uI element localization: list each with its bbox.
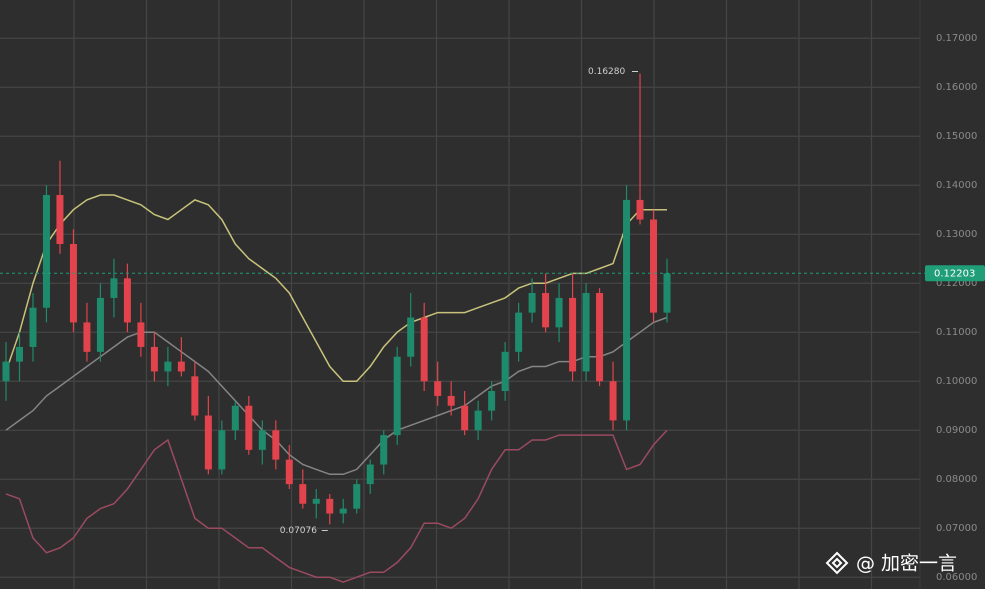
candle-body (636, 199, 644, 220)
candle-body (515, 312, 523, 352)
candle-body (609, 381, 617, 421)
candle-body (245, 405, 253, 450)
low-label: 0.07076 (280, 526, 317, 536)
y-tick-label: 0.14000 (936, 180, 977, 191)
candle-body (501, 351, 509, 392)
candle-body (623, 199, 631, 421)
candle-body (461, 405, 469, 431)
candle-body (299, 484, 307, 504)
y-tick-label: 0.11000 (936, 327, 977, 338)
y-tick-label: 0.12000 (936, 278, 977, 289)
last-price-label: 0.12203 (934, 268, 975, 279)
candle-body (528, 293, 536, 313)
candle-body (96, 297, 104, 352)
candle-body (191, 376, 199, 416)
band-line (5, 429, 668, 583)
candle-body (474, 410, 482, 431)
y-tick-label: 0.15000 (936, 131, 977, 142)
band-line (5, 316, 668, 476)
candle-body (285, 459, 293, 485)
candle-body (110, 278, 118, 298)
candle-body (15, 346, 23, 362)
last-price-box (925, 265, 985, 282)
candle-body (650, 219, 658, 313)
candle-body (353, 484, 361, 509)
candle-body (447, 395, 455, 406)
candle-body (218, 430, 226, 470)
candle-body (258, 430, 266, 450)
candle-body (69, 244, 77, 323)
y-tick-label: 0.13000 (936, 229, 977, 240)
candle-body (150, 346, 158, 372)
candle-body (83, 322, 91, 352)
candle-body (272, 430, 280, 460)
candle-body (569, 297, 577, 372)
y-tick-label: 0.10000 (936, 376, 977, 387)
candle-body (339, 508, 347, 514)
candle-body (312, 498, 320, 504)
candle-body (29, 307, 37, 347)
y-tick-label: 0.06000 (936, 572, 977, 583)
candle-body (42, 195, 50, 308)
y-tick-label: 0.09000 (936, 425, 977, 436)
candle-body (420, 317, 428, 382)
candle-body (164, 361, 172, 372)
watermark-icon (825, 551, 849, 575)
candle-body (380, 435, 388, 465)
candle-body (488, 391, 496, 411)
candle-body (542, 293, 550, 328)
watermark: @ 加密一言 (856, 553, 957, 575)
candle-body (177, 361, 185, 372)
high-label: 0.16280 (588, 67, 625, 77)
candle-body (2, 361, 10, 382)
y-tick-label: 0.16000 (936, 82, 977, 93)
candle-body (582, 293, 590, 372)
candle-body (326, 498, 334, 514)
candle-body (204, 415, 212, 470)
y-tick-label: 0.08000 (936, 474, 977, 485)
candle-body (137, 322, 145, 347)
candle-body (663, 273, 671, 313)
band-line (5, 194, 667, 382)
logo (825, 551, 849, 575)
candle-body (407, 317, 415, 357)
candle-body (366, 464, 374, 485)
candle-body (555, 297, 563, 328)
candle-body (123, 278, 131, 323)
y-tick-label: 0.17000 (936, 33, 977, 44)
y-tick-label: 0.07000 (936, 523, 977, 534)
candle-body (596, 293, 604, 382)
candle-body (56, 195, 64, 245)
candle-body (231, 405, 239, 431)
candle-body (434, 381, 442, 396)
candle-body (393, 356, 401, 436)
